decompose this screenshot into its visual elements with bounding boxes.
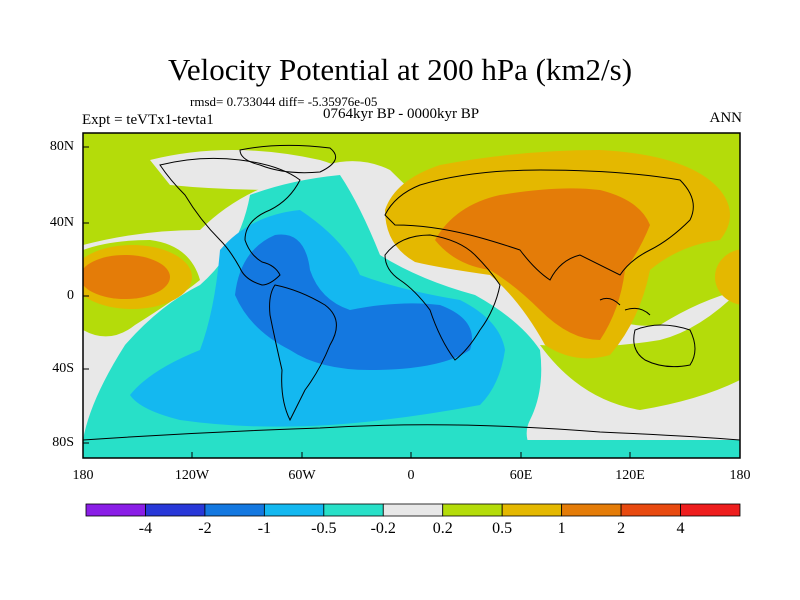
colorbar-label: -2 (198, 520, 212, 537)
colorbar-label: 0.5 (492, 520, 513, 537)
australia-outline (633, 324, 696, 368)
field-blue (235, 234, 472, 370)
lat-label-0: 0 (67, 288, 74, 303)
maritime-islands-outline (599, 297, 651, 316)
colorbar-swatch (442, 503, 503, 517)
field-pacific-orange (83, 255, 170, 299)
field-pacific-yellow-east (715, 249, 740, 305)
map-field (83, 133, 740, 458)
field-green-southeast (540, 290, 740, 410)
colorbar (85, 503, 741, 517)
lat-label-40n: 40N (49, 215, 74, 230)
colorbar-label: 1 (557, 520, 566, 537)
colorbar-label: -1 (257, 520, 272, 537)
colorbar-label: -0.5 (311, 520, 337, 537)
axis-ticks (82, 146, 741, 458)
colorbar-label: -0.2 (370, 520, 396, 537)
antarctica-outline (83, 424, 740, 441)
period-text: 0764kyr BP - 0000kyr BP (323, 106, 480, 122)
lon-label-120w: 120W (174, 468, 210, 483)
colorbar-label: 4 (676, 520, 685, 537)
lon-label-180w: 180 (72, 468, 94, 483)
colorbar-swatch (680, 503, 741, 517)
north-america-outline (159, 157, 301, 286)
lat-label-80n: 80N (49, 139, 74, 154)
colorbar-label: 2 (617, 520, 626, 537)
stats-text: rmsd= 0.733044 diff= -5.35976e-05 (190, 94, 378, 109)
colorbar-swatch (145, 503, 206, 517)
colorbar-swatch (204, 503, 265, 517)
colorbar-swatch (382, 503, 444, 517)
colorbar-label: -4 (138, 520, 153, 537)
lon-label-0: 0 (407, 468, 415, 483)
south-america-outline (269, 284, 337, 422)
lat-label-40s: 40S (52, 361, 74, 376)
eurasia-outline (384, 169, 694, 281)
colorbar-swatch (263, 503, 325, 517)
colorbar-swatch (501, 503, 563, 517)
coastlines (83, 144, 740, 441)
plot-title: Velocity Potential at 200 hPa (km2/s) (167, 52, 633, 87)
lon-label-60w: 60W (288, 468, 316, 483)
colorbar-swatch (85, 503, 146, 517)
season-label: ANN (709, 110, 743, 126)
field-antarctic (83, 440, 740, 458)
lat-label-80s: 80S (52, 435, 74, 450)
lon-label-120e: 120E (615, 468, 645, 483)
experiment-label: Expt = teVTx1-tevta1 (82, 112, 214, 128)
colorbar-swatch (323, 503, 384, 517)
field-orange-core (435, 188, 650, 340)
africa-outline (384, 234, 501, 361)
lon-label-180e: 180 (729, 468, 751, 483)
colorbar-swatch (620, 503, 681, 517)
colorbar-label: 0.2 (432, 520, 453, 537)
lon-label-60e: 60E (509, 468, 533, 483)
greenland-outline (239, 144, 337, 174)
colorbar-swatch (561, 503, 622, 517)
